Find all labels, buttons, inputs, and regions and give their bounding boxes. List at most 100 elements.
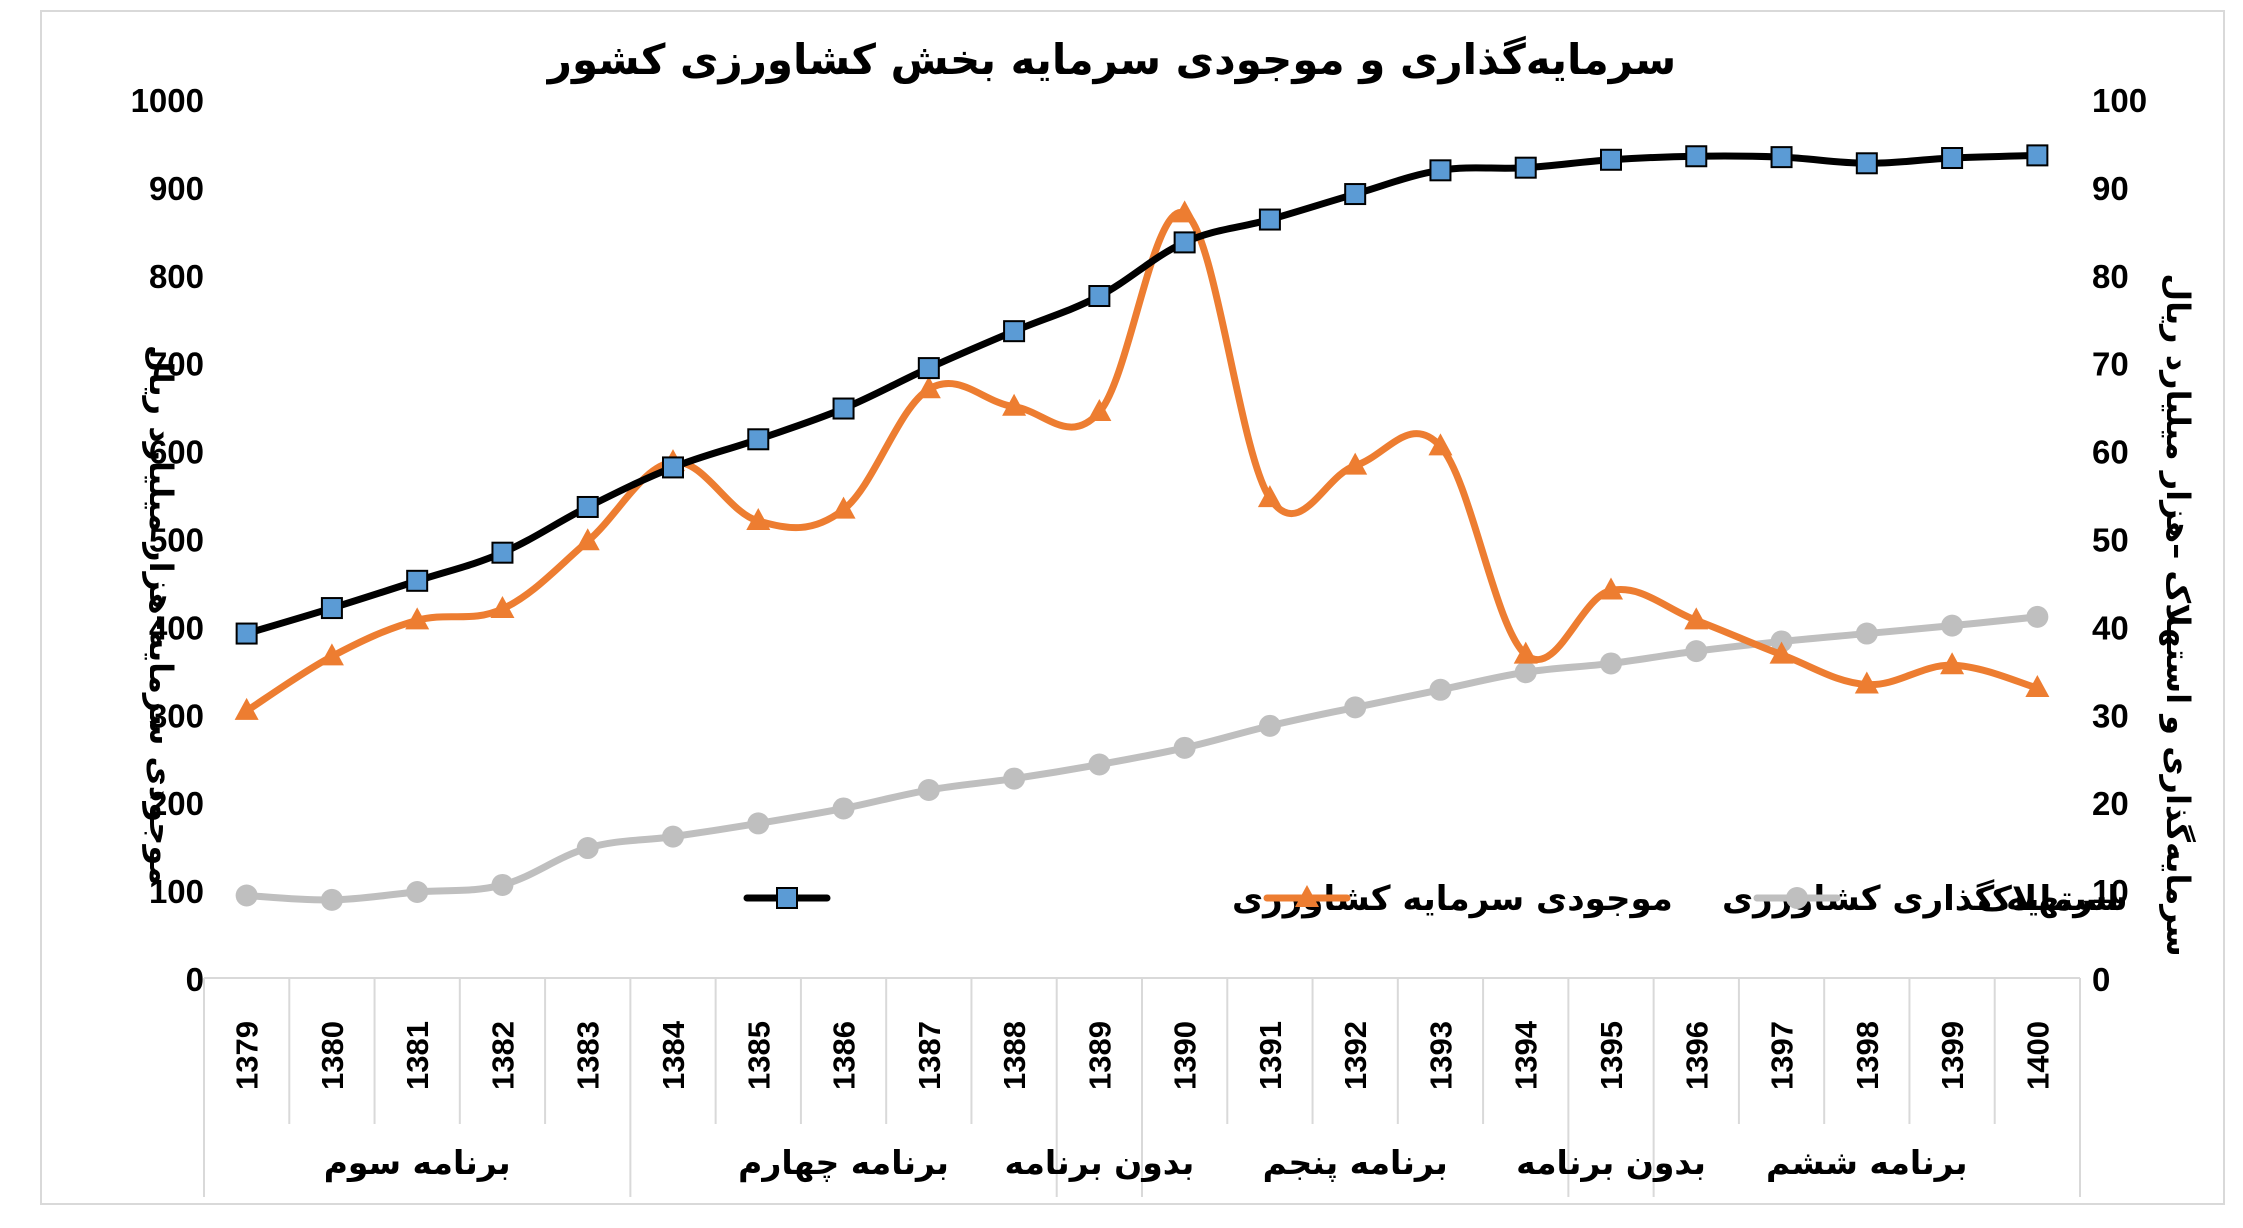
y-right-tick-label: 100 [2092, 82, 2147, 119]
data-point-circle [662, 825, 684, 848]
legend-marker [1295, 885, 1319, 907]
y-left-tick-label: 400 [149, 609, 204, 646]
y-right-tick-label: 0 [2092, 961, 2110, 998]
y-left-tick-label: 700 [149, 346, 204, 383]
legend-marker [1786, 887, 1808, 909]
data-point-square [1770, 146, 1793, 169]
data-point-square [1941, 147, 1964, 170]
category-label: 1381 [400, 1021, 435, 1090]
data-point-triangle [1257, 485, 1282, 508]
category-label: 1393 [1423, 1021, 1458, 1090]
legend-label: استهلاک [1977, 879, 2119, 919]
data-point-square [1344, 183, 1367, 206]
y-right-tick-label: 70 [2092, 346, 2129, 383]
data-point-square [1685, 145, 1708, 168]
category-label: 1385 [741, 1021, 776, 1090]
category-label: 1391 [1253, 1021, 1288, 1090]
data-point-triangle [490, 595, 515, 618]
data-point-triangle [1854, 671, 1879, 694]
data-point-circle [320, 888, 343, 911]
y-left-tick-label: 1000 [131, 82, 204, 119]
y-left-tick-label: 0 [186, 961, 204, 998]
y-left-tick-label: 300 [149, 697, 204, 734]
category-label: 1389 [1082, 1021, 1117, 1090]
data-point-circle [1770, 630, 1793, 653]
data-point-circle [1685, 640, 1708, 663]
category-label: 1397 [1765, 1021, 1800, 1090]
legend-item: موجودی سرمایه کشاورزی [743, 879, 1673, 919]
data-point-circle [1514, 661, 1537, 684]
y-right-tick-label: 20 [2092, 785, 2129, 822]
category-label: 1384 [656, 1020, 691, 1090]
data-point-square [491, 541, 514, 564]
category-table: 1379 1380 1381 1382 1383 1384 1385 1386 1387 1388… [203, 977, 2081, 1197]
group-label: بدون برنامه [1004, 1143, 1194, 1183]
data-point-circle [1173, 736, 1196, 759]
data-point-circle [1344, 696, 1367, 719]
data-point-square [662, 456, 684, 479]
data-point-square [1003, 320, 1026, 343]
data-point-circle [235, 884, 258, 907]
group-label: برنامه چهارم [738, 1143, 949, 1183]
y-right-tick-label: 90 [2092, 170, 2129, 207]
data-point-circle [917, 779, 940, 802]
chart-svg: سرمایه‌گذاری و موجودی سرمایه بخش کشاورزی… [131, 35, 2197, 1197]
data-point-square [1514, 156, 1537, 179]
data-point-triangle [916, 376, 941, 399]
data-point-triangle [1428, 433, 1453, 456]
data-point-square [406, 569, 429, 592]
category-label: 1398 [1850, 1021, 1885, 1090]
data-point-square [320, 597, 343, 620]
data-point-square [917, 357, 940, 380]
data-point-triangle [1343, 452, 1368, 475]
y-right-tick-label: 80 [2092, 258, 2129, 295]
data-point-circle [2026, 605, 2049, 628]
data-point-triangle [746, 508, 771, 531]
series-2 [235, 605, 2049, 911]
data-point-square [1173, 231, 1196, 254]
y-right-tick-label: 50 [2092, 522, 2129, 559]
data-point-triangle [1002, 393, 1027, 416]
y-left-tick-label: 200 [149, 785, 204, 822]
group-label: بدون برنامه [1516, 1143, 1706, 1183]
y-left-tick-label: 900 [149, 170, 204, 207]
y-left-tick-label: 600 [149, 434, 204, 471]
category-label: 1390 [1168, 1021, 1203, 1090]
data-point-circle [1600, 652, 1622, 675]
data-point-circle [1003, 767, 1026, 790]
data-point-square [2026, 144, 2049, 167]
data-point-square [1429, 159, 1452, 182]
category-label: 1399 [1935, 1021, 1970, 1090]
data-point-circle [406, 880, 429, 903]
data-point-triangle [1513, 641, 1538, 664]
legend-marker [776, 887, 798, 909]
data-point-triangle [405, 607, 430, 630]
data-point-triangle [1684, 607, 1709, 630]
y-right-axis: 0 10 20 30 40 50 60 70 80 90 100 [2092, 82, 2147, 998]
chart-frame: سرمایه‌گذاری و موجودی سرمایه بخش کشاورزی… [40, 10, 2225, 1205]
category-label: 1392 [1338, 1021, 1373, 1090]
y-left-tick-label: 800 [149, 258, 204, 295]
category-label: 1382 [485, 1021, 520, 1090]
data-point-circle [1941, 614, 1964, 637]
data-point-triangle [1172, 200, 1197, 223]
category-label: 1396 [1679, 1021, 1714, 1090]
series-line [243, 613, 2041, 904]
y-left-tick-label: 100 [149, 873, 204, 910]
data-point-circle [1088, 753, 1111, 776]
data-point-triangle [234, 697, 259, 720]
category-label: 1386 [827, 1021, 862, 1090]
category-label: 1394 [1509, 1020, 1544, 1090]
group-label: برنامه پنجم [1263, 1143, 1448, 1183]
legend-item: استهلاک [1753, 879, 2119, 919]
chart-title: سرمایه‌گذاری و موجودی سرمایه بخش کشاورزی… [546, 35, 1676, 85]
data-point-triangle [575, 528, 600, 551]
group-label: برنامه سوم [324, 1143, 511, 1183]
y-right-tick-label: 30 [2092, 697, 2129, 734]
category-label: 1387 [912, 1021, 947, 1090]
data-point-circle [1258, 714, 1281, 737]
series-layer [234, 144, 2050, 911]
category-label: 1388 [997, 1021, 1032, 1090]
category-label: 1383 [571, 1021, 606, 1090]
data-point-circle [1429, 678, 1452, 701]
